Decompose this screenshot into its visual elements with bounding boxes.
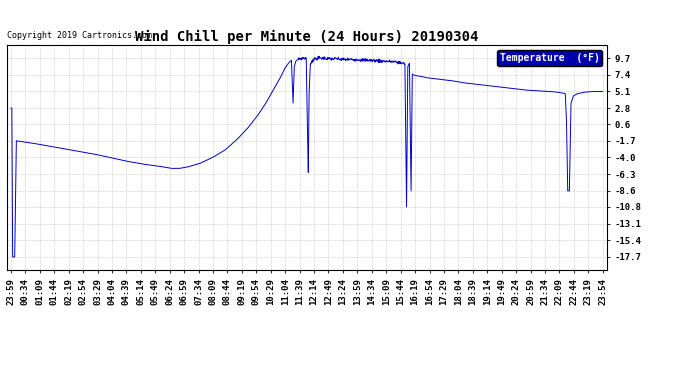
Title: Wind Chill per Minute (24 Hours) 20190304: Wind Chill per Minute (24 Hours) 2019030… [135,30,479,44]
Legend: Temperature  (°F): Temperature (°F) [497,50,602,66]
Text: Copyright 2019 Cartronics.com: Copyright 2019 Cartronics.com [7,32,152,40]
